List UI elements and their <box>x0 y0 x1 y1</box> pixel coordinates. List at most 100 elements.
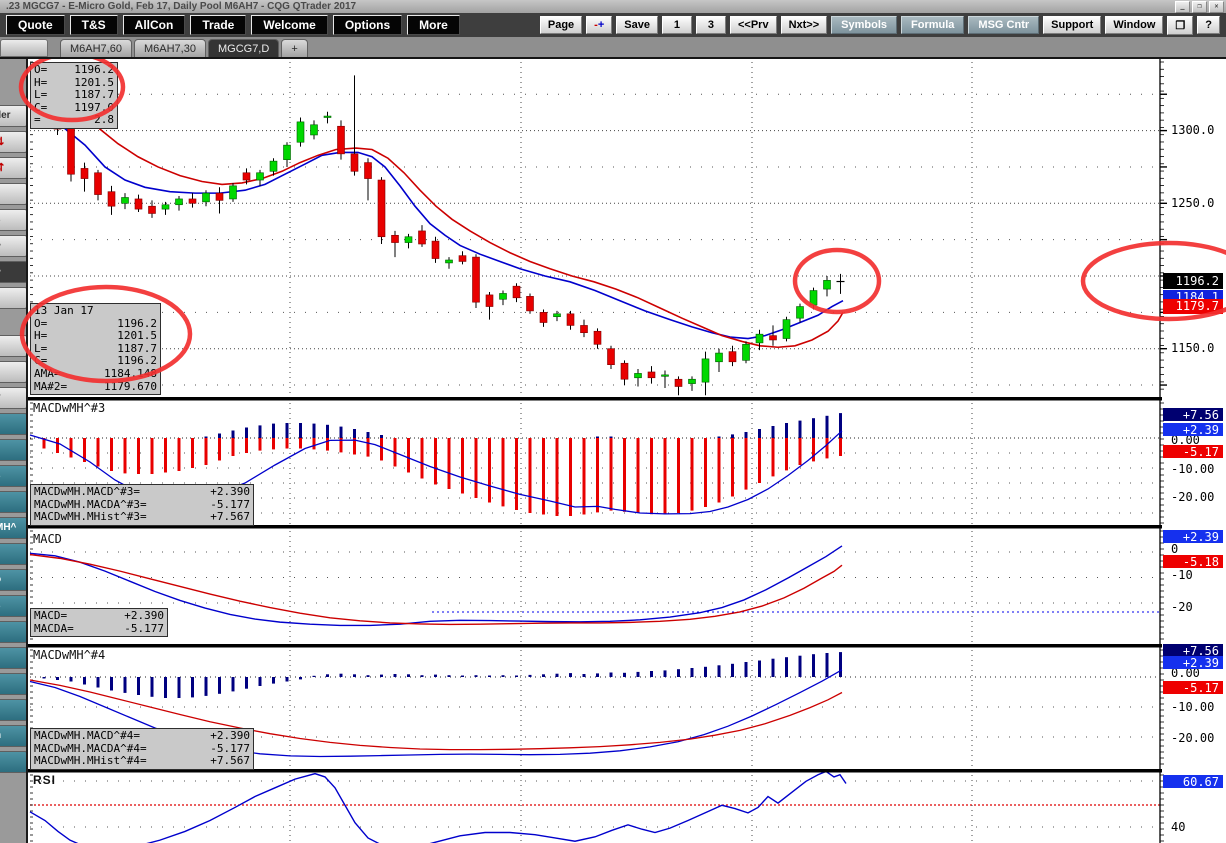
toolbar-button[interactable]: 3 <box>695 16 726 34</box>
chart-tab[interactable]: M6AH7,30 <box>133 39 206 57</box>
sidebar-button[interactable] <box>0 621 26 643</box>
axis-label: +7.56 <box>1163 644 1223 657</box>
chart-tab[interactable]: M6AH7,60 <box>60 39 132 57</box>
sidebar-button[interactable]: > <box>0 235 26 257</box>
axis-label: -5.17 <box>1163 445 1223 458</box>
sidebar-button[interactable]: o <box>0 569 26 591</box>
toolbar-button[interactable]: ❐ <box>1167 15 1194 35</box>
sidebar-button[interactable]: l <box>0 439 26 461</box>
sidebar-button[interactable]: > <box>0 261 26 283</box>
toolbar-button[interactable]: ? <box>1197 16 1220 34</box>
axis-label: +2.39 <box>1163 423 1223 436</box>
sidebar-button[interactable]: ⇅ <box>0 131 26 153</box>
toolbar-button[interactable]: Welcome <box>251 15 328 35</box>
sidebar-button[interactable]: s <box>0 595 26 617</box>
toolbar-button[interactable]: Page <box>539 16 583 34</box>
axis-label: +2.39 <box>1163 656 1223 669</box>
sidebar-button[interactable]: v <box>0 387 26 409</box>
close-icon[interactable]: ✕ <box>1209 1 1224 13</box>
sidebar-button[interactable] <box>0 647 26 669</box>
toolbar-button[interactable]: Nxt>> <box>780 16 828 34</box>
toolbar-button[interactable]: Save <box>616 16 658 34</box>
axis-label: +2.39 <box>1163 530 1223 543</box>
axis-label: 0.00 <box>1171 666 1200 680</box>
axis-label: -20.00 <box>1171 731 1215 745</box>
toolbar-button[interactable]: Quote <box>6 15 65 35</box>
cursor-ohlc-box: O= 1196.2 H= 1201.5 L= 1187.7 C= 1197.0 = 2.8 <box>30 62 118 129</box>
price-axis-label: 1179.7 <box>1163 299 1223 314</box>
price-axis-label: 1300.0 <box>1171 123 1215 137</box>
sidebar-button[interactable]: MH^ <box>0 517 26 539</box>
toolbar-button[interactable]: Symbols <box>831 16 898 34</box>
macdwmh4-values-box: MACDwMH.MACD^#4= +2.390 MACDwMH.MACDA^#4= -… <box>30 728 254 770</box>
toolbar-button[interactable]: T&S <box>69 15 118 35</box>
tab-fragment[interactable] <box>0 39 48 57</box>
minimize-icon[interactable]: _ <box>1175 1 1190 13</box>
price-axis-label: 1150.0 <box>1171 341 1215 355</box>
toolbar-right-group: Page -+ Save 1 3 <<Prv Nxt>> Symbols Formula MSG … <box>539 15 1220 35</box>
restore-icon[interactable]: ❐ <box>1192 1 1207 13</box>
sidebar-button[interactable] <box>0 413 26 435</box>
page-title: .23 MGCG7 - E-Micro Gold, Feb 17, Daily … <box>6 1 357 12</box>
axis-label: 40 <box>1171 820 1186 834</box>
sidebar-button[interactable]: s <box>0 465 26 487</box>
toolbar-left-group: Quote T&S AllCon Trade Welcome Options More <box>6 15 460 35</box>
sidebar-button[interactable]: der <box>0 105 26 127</box>
axis-label: -20 <box>1171 600 1193 614</box>
sidebar-button[interactable] <box>0 543 26 565</box>
toolbar-button[interactable]: Formula <box>901 16 965 34</box>
panel-label-rsi: RSI <box>33 773 57 787</box>
left-sidebar: der⇅⇵ls>>vlsMH^osh <box>0 59 28 843</box>
axis-label: -10.00 <box>1171 462 1215 476</box>
sidebar-button[interactable] <box>0 673 26 695</box>
toolbar-button[interactable]: -+ <box>586 16 613 34</box>
toolbar-button[interactable]: More <box>407 15 460 35</box>
title-bar[interactable]: .23 MGCG7 - E-Micro Gold, Feb 17, Daily … <box>0 0 1226 13</box>
chart-tab[interactable]: + <box>281 39 308 57</box>
main-toolbar: Quote T&S AllCon Trade Welcome Options More Pa… <box>0 13 1226 37</box>
price-axis-label: 1250.0 <box>1171 196 1215 210</box>
toolbar-button[interactable]: AllCon <box>122 15 186 35</box>
panel-label-macdwmh3: MACDwMH^#3 <box>33 401 106 415</box>
axis-label: +7.56 <box>1163 408 1223 421</box>
axis-label: -10.00 <box>1171 700 1215 714</box>
toolbar-button[interactable]: Options <box>332 15 403 35</box>
axis-label: -5.18 <box>1163 555 1223 568</box>
price-axis-label: 1196.2 <box>1163 273 1223 289</box>
panel-label-macdwmh4: MACDwMH^#4 <box>33 648 106 662</box>
chart-canvas[interactable] <box>0 59 1226 843</box>
sidebar-button[interactable] <box>0 699 26 721</box>
toolbar-button[interactable]: Support <box>1043 16 1102 34</box>
bar-ohlc-box: 13 Jan 17 O= 1196.2 H= 1201.5 L= 1187.7 C= 1196.… <box>30 303 161 396</box>
toolbar-button[interactable]: 1 <box>661 16 692 34</box>
toolbar-button[interactable]: MSG Cntr <box>968 16 1040 34</box>
sidebar-button[interactable]: ⇵ <box>0 157 26 179</box>
sidebar-button[interactable] <box>0 335 26 357</box>
axis-label: -20.00 <box>1171 490 1215 504</box>
sidebar-button[interactable] <box>0 287 26 309</box>
axis-label: 60.67 <box>1163 775 1223 788</box>
toolbar-button[interactable]: <<Prv <box>729 16 777 34</box>
macdwmh3-values-box: MACDwMH.MACD^#3= +2.390 MACDwMH.MACDA^#3= -… <box>30 484 254 526</box>
price-axis-label: 1184.1 <box>1163 290 1223 299</box>
sidebar-button[interactable]: s <box>0 209 26 231</box>
chart-tab[interactable]: MGCG7,D <box>207 39 280 57</box>
axis-label: 0.00 <box>1171 433 1200 447</box>
toolbar-button[interactable]: Trade <box>190 15 247 35</box>
sidebar-button[interactable] <box>0 751 26 773</box>
panel-label-macd: MACD <box>33 532 62 546</box>
sidebar-button[interactable] <box>0 361 26 383</box>
sidebar-button[interactable]: h <box>0 725 26 747</box>
chart-tab-bar: M6AH7,60 M6AH7,30 MGCG7,D + <box>0 37 1226 59</box>
window-controls: _ ❐ ✕ <box>1175 1 1224 13</box>
sidebar-button[interactable] <box>0 491 26 513</box>
tab-list: M6AH7,60 M6AH7,30 MGCG7,D + <box>60 39 310 57</box>
axis-label: 0 <box>1171 542 1179 556</box>
sidebar-buttons: der⇅⇵ls>>vlsMH^osh <box>0 59 26 773</box>
axis-label: -5.17 <box>1163 681 1223 694</box>
macd-values-box: MACD= +2.390 MACDA= -5.177 <box>30 608 168 638</box>
toolbar-button[interactable]: Window <box>1105 16 1164 34</box>
axis-label: -10 <box>1171 568 1193 582</box>
sidebar-button[interactable]: l <box>0 183 26 205</box>
